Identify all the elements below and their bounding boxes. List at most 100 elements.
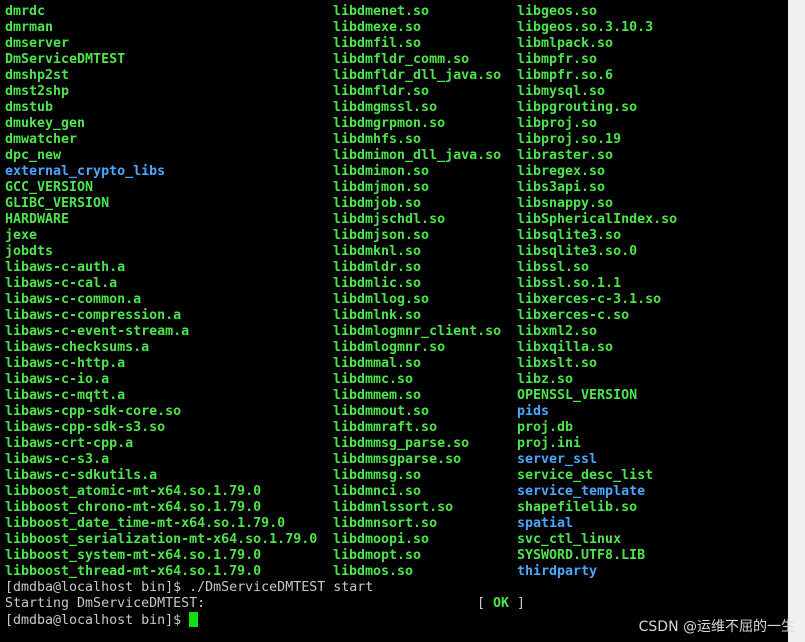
file-entry: libdmnsort.so bbox=[333, 516, 438, 531]
ok-text: OK bbox=[493, 596, 510, 611]
directory-entry: external_crypto_libs bbox=[5, 164, 166, 179]
directory-entry: pids bbox=[517, 404, 550, 419]
cursor bbox=[189, 612, 199, 627]
file-entry: libdmldr.so bbox=[333, 260, 422, 275]
file-entry: libdmmem.so bbox=[333, 388, 422, 403]
file-entry: libdmnlssort.so bbox=[333, 500, 454, 515]
status-text: Starting DmServiceDMTEST: bbox=[5, 596, 206, 611]
file-entry: dmst2shp bbox=[5, 84, 70, 99]
file-entry: libdmmsg.so bbox=[333, 468, 422, 483]
file-entry: libxerces-c.so bbox=[517, 308, 630, 323]
file-entry: libdmfldr_dll_java.so bbox=[333, 68, 502, 83]
file-entry: libs3api.so bbox=[517, 180, 606, 195]
file-entry: libaws-cpp-sdk-core.so bbox=[5, 404, 182, 419]
directory-entry: thirdparty bbox=[517, 564, 598, 579]
file-entry: libdmfldr.so bbox=[333, 84, 430, 99]
watermark: CSDN @运维不屈的一生 bbox=[638, 619, 795, 635]
file-entry: libaws-c-sdkutils.a bbox=[5, 468, 158, 483]
file-entry: libdmfil.so bbox=[333, 36, 422, 51]
file-entry: libdmlogmnr_client.so bbox=[333, 324, 502, 339]
file-entry: libdmknl.so bbox=[333, 244, 422, 259]
file-entry: libdmos.so bbox=[333, 564, 414, 579]
file-entry: libdmjmon.so bbox=[333, 180, 430, 195]
file-entry: libboost_date_time-mt-x64.so.1.79.0 bbox=[5, 516, 286, 531]
file-entry: dmukey_gen bbox=[5, 116, 86, 131]
file-entry: service_desc_list bbox=[517, 468, 654, 483]
file-entry: libsqlite3.so.0 bbox=[517, 244, 638, 259]
file-entry: GLIBC_VERSION bbox=[5, 196, 110, 211]
file-entry: libdmnci.so bbox=[333, 484, 422, 499]
file-entry: dmserver bbox=[5, 36, 70, 51]
file-entry: libxqilla.so bbox=[517, 340, 614, 355]
file-entry: libboost_thread-mt-x64.so.1.79.0 bbox=[5, 564, 262, 579]
directory-entry: server_ssl bbox=[517, 452, 598, 467]
status-line: Starting DmServiceDMTEST: bbox=[5, 596, 205, 612]
prompt: [dmdba@localhost bin]$ bbox=[5, 613, 190, 628]
file-entry: libboost_chrono-mt-x64.so.1.79.0 bbox=[5, 500, 262, 515]
file-entry: shapefilelib.so bbox=[517, 500, 638, 515]
command-line: [dmdba@localhost bin]$ ./DmServiceDMTEST… bbox=[5, 580, 374, 595]
file-entry: libaws-c-io.a bbox=[5, 372, 110, 387]
file-entry: libdmopt.so bbox=[333, 548, 422, 563]
file-entry: libSphericalIndex.so bbox=[517, 212, 678, 227]
file-entry: libdmllog.so bbox=[333, 292, 430, 307]
file-entry: libaws-c-cal.a bbox=[5, 276, 118, 291]
file-entry: GCC_VERSION bbox=[5, 180, 94, 195]
file-entry: libdmjob.so bbox=[333, 196, 422, 211]
file-entry: libraster.so bbox=[517, 148, 614, 163]
file-entry: libdmmsg_parse.so bbox=[333, 436, 470, 451]
file-entry: OPENSSL_VERSION bbox=[517, 388, 638, 403]
file-entry: libaws-cpp-sdk-s3.so bbox=[5, 420, 166, 435]
file-entry: proj.ini bbox=[517, 436, 582, 451]
file-entry: libdmmal.so bbox=[333, 356, 422, 371]
prompt-line[interactable]: [dmdba@localhost bin]$ bbox=[5, 612, 199, 628]
file-entry: libaws-checksums.a bbox=[5, 340, 150, 355]
file-entry: libaws-c-auth.a bbox=[5, 260, 126, 275]
file-entry: libdmmraft.so bbox=[333, 420, 438, 435]
directory-entry: spatial bbox=[517, 516, 574, 531]
file-entry: libmysql.so bbox=[517, 84, 606, 99]
file-entry: libdmmc.so bbox=[333, 372, 414, 387]
file-entry: dpc_new bbox=[5, 148, 62, 163]
file-entry: libdmlic.so bbox=[333, 276, 422, 291]
file-entry: libaws-c-mqtt.a bbox=[5, 388, 126, 403]
file-entry: svc_ctl_linux bbox=[517, 532, 622, 547]
file-entry: libdmmsgparse.so bbox=[333, 452, 462, 467]
file-entry: libxml2.so bbox=[517, 324, 598, 339]
file-entry: libmpfr.so.6 bbox=[517, 68, 614, 83]
directory-entry: service_template bbox=[517, 484, 646, 499]
terminal[interactable]: dmrdc dmrman dmserver DmServiceDMTEST dmshp2… bbox=[0, 0, 788, 642]
file-entry: libdmenet.so bbox=[333, 4, 430, 19]
file-entry: libmlpack.so bbox=[517, 36, 614, 51]
file-entry: DmServiceDMTEST bbox=[5, 52, 126, 67]
file-entry: libdmfldr_comm.so bbox=[333, 52, 470, 67]
file-entry: libaws-c-common.a bbox=[5, 292, 142, 307]
file-entry: libdmhfs.so bbox=[333, 132, 422, 147]
file-entry: libdmlnk.so bbox=[333, 308, 422, 323]
file-entry: libgeos.so.3.10.3 bbox=[517, 20, 654, 35]
file-entry: libgeos.so bbox=[517, 4, 598, 19]
file-entry: dmshp2st bbox=[5, 68, 70, 83]
file-entry: libproj.so.19 bbox=[517, 132, 622, 147]
file-entry: dmrman bbox=[5, 20, 54, 35]
file-entry: libxerces-c-3.1.so bbox=[517, 292, 662, 307]
file-entry: libboost_serialization-mt-x64.so.1.79.0 bbox=[5, 532, 318, 547]
file-entry: libdmgrpmon.so bbox=[333, 116, 446, 131]
file-entry: HARDWARE bbox=[5, 212, 70, 227]
file-entry: libdmexe.so bbox=[333, 20, 422, 35]
file-entry: dmrdc bbox=[5, 4, 46, 19]
file-entry: libssl.so bbox=[517, 260, 590, 275]
file-entry: libdmmout.so bbox=[333, 404, 430, 419]
file-entry: libboost_system-mt-x64.so.1.79.0 bbox=[5, 548, 262, 563]
file-entry: libproj.so bbox=[517, 116, 598, 131]
file-entry: libdmgmssl.so bbox=[333, 100, 438, 115]
file-entry: jexe bbox=[5, 228, 38, 243]
file-entry: SYSWORD.UTF8.LIB bbox=[517, 548, 646, 563]
file-entry: libregex.so bbox=[517, 164, 606, 179]
file-entry: libaws-c-event-stream.a bbox=[5, 324, 190, 339]
file-entry: libdmimon.so bbox=[333, 164, 430, 179]
file-entry: libmpfr.so bbox=[517, 52, 598, 67]
file-entry: dmwatcher bbox=[5, 132, 78, 147]
file-entry: libaws-crt-cpp.a bbox=[5, 436, 134, 451]
file-entry: libdmjschdl.so bbox=[333, 212, 446, 227]
